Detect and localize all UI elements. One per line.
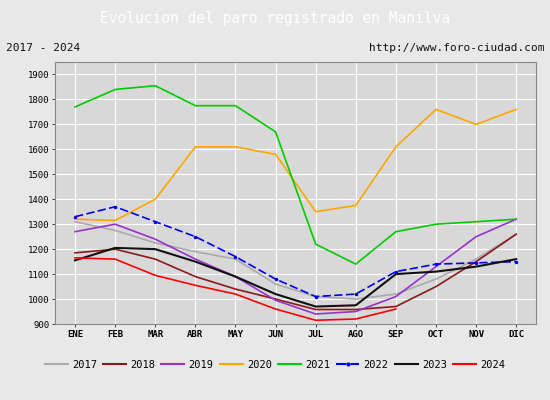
Text: http://www.foro-ciudad.com: http://www.foro-ciudad.com — [369, 43, 544, 53]
Text: 2017 - 2024: 2017 - 2024 — [6, 43, 80, 53]
Text: Evolucion del paro registrado en Manilva: Evolucion del paro registrado en Manilva — [100, 12, 450, 26]
Legend: 2017, 2018, 2019, 2020, 2021, 2022, 2023, 2024: 2017, 2018, 2019, 2020, 2021, 2022, 2023… — [41, 356, 509, 374]
